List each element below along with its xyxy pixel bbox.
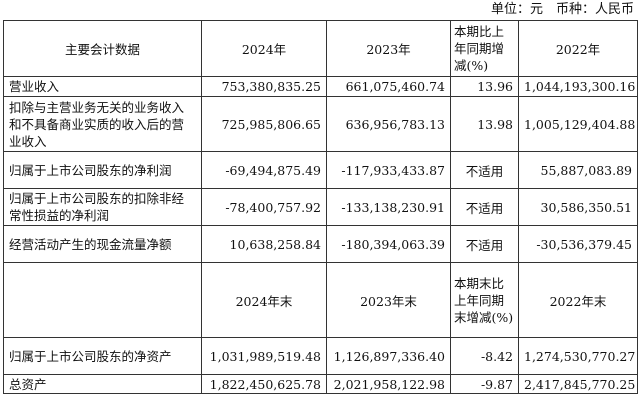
- header-2024-end: 2024年末: [201, 262, 327, 338]
- header-2023-end: 2023年末: [326, 262, 451, 338]
- value-2023: 661,075,460.74: [326, 76, 451, 97]
- header-2022-end: 2022年末: [518, 262, 638, 338]
- row-label: 归属于上市公司股东的净资产: [3, 337, 202, 375]
- table-row: 归属于上市公司股东的净资产 1,031,989,519.48 1,126,897…: [3, 337, 638, 375]
- unit-currency-note: 单位：元 币种：人民币: [490, 2, 634, 17]
- value-2024: 1,822,450,625.78: [201, 374, 327, 394]
- value-change: 不适用: [450, 151, 519, 189]
- value-2024: 10,638,258.84: [201, 225, 327, 263]
- header-yoy-change: 本期比上年同期增减(%): [450, 20, 519, 77]
- header-yoy-change-end: 本期末比上年同期末增减(%): [450, 262, 519, 338]
- value-change: -9.87: [450, 374, 519, 394]
- value-2023: 1,126,897,336.40: [326, 337, 451, 375]
- value-change: 不适用: [450, 188, 519, 226]
- value-2024: -69,494,875.49: [201, 151, 327, 189]
- header-item-name: 主要会计数据: [3, 20, 202, 77]
- header-2022: 2022年: [518, 20, 638, 77]
- value-2022: 1,005,129,404.88: [518, 96, 638, 152]
- value-change: -8.42: [450, 337, 519, 375]
- row-label: 营业收入: [3, 76, 202, 97]
- table-row: 营业收入 753,380,835.25 661,075,460.74 13.96…: [3, 76, 638, 97]
- table-header-row: 2024年末 2023年末 本期末比上年同期末增减(%) 2022年末: [3, 262, 638, 338]
- value-2022: -30,536,379.45: [518, 225, 638, 263]
- value-2024: -78,400,757.92: [201, 188, 327, 226]
- financial-data-table: 主要会计数据 2024年 2023年 本期比上年同期增减(%) 2022年 营业…: [3, 20, 638, 394]
- row-label: 扣除与主营业务无关的业务收入和不具备商业实质的收入后的营业收入: [3, 96, 202, 152]
- value-change: 不适用: [450, 225, 519, 263]
- row-label: 归属于上市公司股东的净利润: [3, 151, 202, 189]
- row-label: 总资产: [3, 374, 202, 394]
- value-2022: 1,044,193,300.16: [518, 76, 638, 97]
- value-2022: 1,274,530,770.27: [518, 337, 638, 375]
- table-row: 归属于上市公司股东的扣除非经常性损益的净利润 -78,400,757.92 -1…: [3, 188, 638, 226]
- table-header-row: 主要会计数据 2024年 2023年 本期比上年同期增减(%) 2022年: [3, 20, 638, 77]
- value-2023: -117,933,433.87: [326, 151, 451, 189]
- header-2024: 2024年: [201, 20, 327, 77]
- table-row: 总资产 1,822,450,625.78 2,021,958,122.98 -9…: [3, 374, 638, 394]
- value-2023: -133,138,230.91: [326, 188, 451, 226]
- value-change: 13.98: [450, 96, 519, 152]
- value-2024: 725,985,806.65: [201, 96, 327, 152]
- header-2023: 2023年: [326, 20, 451, 77]
- value-2023: 636,956,783.13: [326, 96, 451, 152]
- value-2023: -180,394,063.39: [326, 225, 451, 263]
- row-label: 归属于上市公司股东的扣除非经常性损益的净利润: [3, 188, 202, 226]
- value-change: 13.96: [450, 76, 519, 97]
- table-row: 扣除与主营业务无关的业务收入和不具备商业实质的收入后的营业收入 725,985,…: [3, 96, 638, 152]
- table-row: 经营活动产生的现金流量净额 10,638,258.84 -180,394,063…: [3, 225, 638, 263]
- value-2022: 55,887,083.89: [518, 151, 638, 189]
- value-2023: 2,021,958,122.98: [326, 374, 451, 394]
- value-2022: 30,586,350.51: [518, 188, 638, 226]
- value-2024: 753,380,835.25: [201, 76, 327, 97]
- value-2024: 1,031,989,519.48: [201, 337, 327, 375]
- table-row: 归属于上市公司股东的净利润 -69,494,875.49 -117,933,43…: [3, 151, 638, 189]
- header-item-name: [3, 262, 202, 338]
- row-label: 经营活动产生的现金流量净额: [3, 225, 202, 263]
- value-2022: 2,417,845,770.25: [518, 374, 638, 394]
